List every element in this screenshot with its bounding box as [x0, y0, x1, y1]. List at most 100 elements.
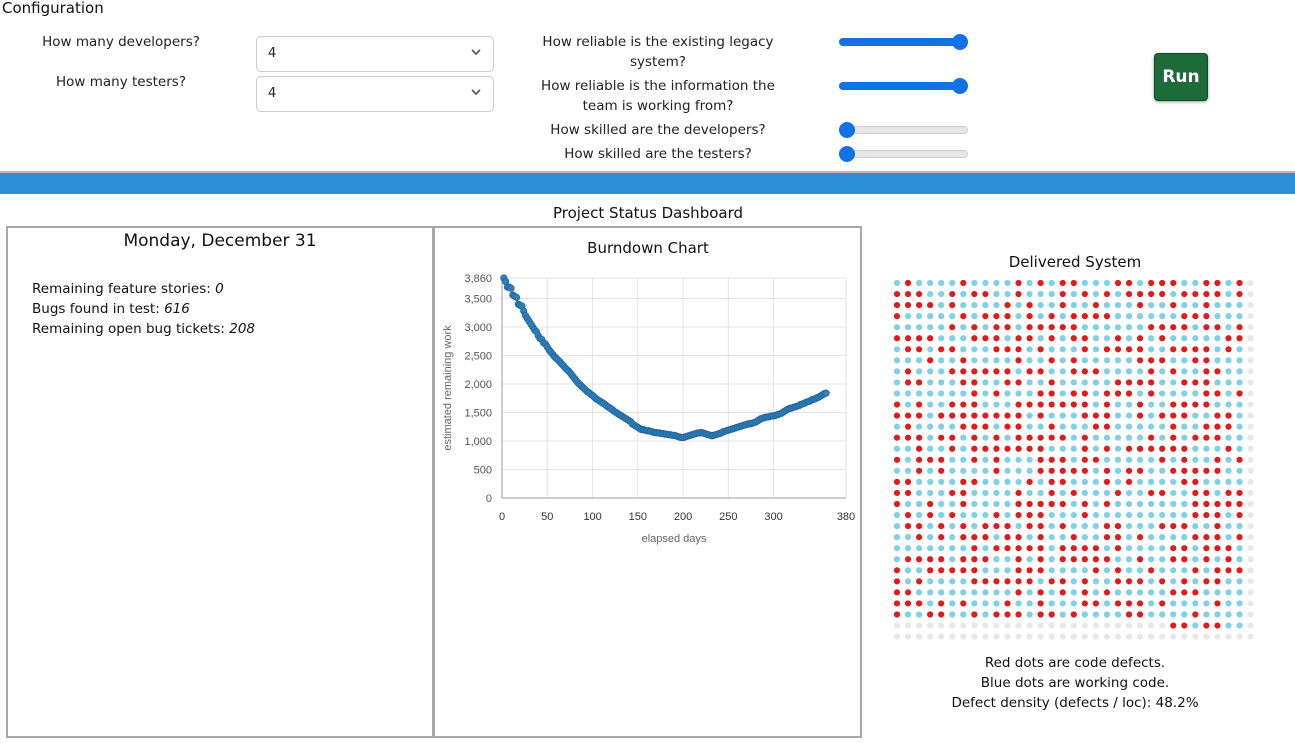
run-button[interactable]: Run — [1154, 53, 1208, 101]
defect-dot — [1192, 478, 1199, 485]
defect-dot — [1026, 445, 1033, 452]
defect-dot — [927, 500, 934, 508]
working-code-dot — [1092, 467, 1099, 474]
working-code-dot — [1181, 335, 1188, 342]
defect-dot — [893, 335, 901, 342]
working-code-dot — [949, 589, 956, 596]
slider-thumb[interactable] — [839, 146, 855, 162]
defect-dot — [1081, 313, 1088, 320]
working-code-dot — [1225, 290, 1232, 298]
working-code-dot — [1181, 600, 1188, 607]
working-code-dot — [893, 545, 901, 552]
empty-dot — [1247, 478, 1254, 485]
defect-dot — [916, 412, 923, 419]
defect-dot — [927, 335, 934, 342]
working-code-dot — [1026, 534, 1033, 541]
empty-dot — [1247, 467, 1254, 474]
defect-dot — [982, 523, 989, 530]
defect-dot — [1236, 456, 1243, 463]
defect-dot — [971, 578, 978, 585]
defect-dot — [949, 302, 956, 309]
working-code-dot — [960, 335, 967, 342]
working-code-dot — [1125, 534, 1133, 541]
slider-thumb[interactable] — [839, 122, 855, 138]
defect-dot — [1070, 313, 1077, 320]
working-code-dot — [1125, 423, 1133, 430]
slider-thumb[interactable] — [952, 34, 968, 50]
defect-dot — [1192, 567, 1199, 574]
working-code-dot — [893, 279, 901, 287]
defect-dot — [1048, 401, 1055, 408]
defect-dot — [1081, 511, 1088, 519]
defect-dot — [960, 600, 967, 607]
empty-dot — [1247, 456, 1254, 463]
working-code-dot — [1004, 556, 1011, 563]
empty-dot — [1048, 633, 1055, 640]
defect-dot — [1081, 600, 1088, 607]
working-code-dot — [1170, 456, 1177, 463]
working-code-dot — [960, 589, 967, 596]
working-code-dot — [1214, 302, 1221, 309]
information-reliability-slider[interactable] — [839, 76, 968, 96]
chevron-down-icon — [471, 89, 481, 96]
defect-dot — [1026, 401, 1033, 408]
working-code-dot — [1214, 589, 1221, 596]
defect-dot — [1037, 401, 1044, 408]
working-code-dot — [1159, 368, 1166, 375]
defect-dot — [1137, 379, 1144, 386]
defect-dot — [1159, 523, 1166, 530]
working-code-dot — [927, 434, 934, 441]
empty-dot — [1103, 622, 1111, 629]
defect-dot — [904, 335, 912, 342]
working-code-dot — [1225, 434, 1232, 441]
defect-caption: Red dots are code defects. — [984, 655, 1166, 671]
working-code-dot — [1004, 489, 1011, 497]
defect-dot — [893, 401, 901, 408]
defect-dot — [1192, 534, 1199, 541]
y-tick-label: 1,000 — [464, 436, 492, 448]
defect-dot — [993, 445, 1000, 452]
burndown-chart-title: Burndown Chart — [587, 239, 709, 257]
working-code-dot — [971, 511, 978, 519]
defect-dot — [960, 500, 967, 508]
defect-dot — [1004, 523, 1011, 530]
developer-skill-slider[interactable] — [839, 120, 968, 140]
working-code-dot — [1070, 578, 1077, 585]
working-code-dot — [1004, 567, 1011, 574]
defect-dot — [1125, 600, 1133, 607]
working-code-dot — [993, 567, 1000, 574]
empty-dot — [1137, 633, 1144, 640]
working-code-dot — [927, 467, 934, 474]
defect-dot — [1170, 279, 1177, 287]
defect-dot — [949, 368, 956, 375]
defect-dot — [1214, 500, 1221, 508]
working-code-dot — [1137, 500, 1144, 508]
defect-dot — [982, 423, 989, 430]
defect-dot — [1103, 412, 1111, 419]
working-code-dot — [916, 489, 923, 497]
working-code-dot — [1048, 534, 1055, 541]
slider-thumb[interactable] — [952, 78, 968, 94]
working-code-dot — [916, 567, 923, 574]
defect-dot — [1192, 346, 1199, 353]
defect-dot — [904, 379, 912, 386]
defect-dot — [916, 379, 923, 386]
tester-skill-slider[interactable] — [839, 144, 968, 164]
empty-dot — [1247, 346, 1254, 353]
working-code-dot — [916, 313, 923, 320]
defect-dot — [1037, 346, 1044, 353]
legacy-reliability-slider[interactable] — [839, 32, 968, 52]
defect-dot — [1214, 412, 1221, 419]
working-code-dot — [1170, 567, 1177, 574]
defect-dot — [971, 534, 978, 541]
working-code-dot — [1225, 523, 1232, 530]
defect-dot — [1026, 511, 1033, 519]
working-code-dot — [1159, 302, 1166, 309]
working-code-dot — [982, 302, 989, 309]
developers-select[interactable]: 4 — [256, 36, 494, 72]
defect-dot — [971, 335, 978, 342]
working-code-dot — [927, 290, 934, 298]
working-code-dot — [1203, 335, 1210, 342]
testers-select[interactable]: 4 — [256, 76, 494, 112]
working-code-dot — [1192, 556, 1199, 563]
